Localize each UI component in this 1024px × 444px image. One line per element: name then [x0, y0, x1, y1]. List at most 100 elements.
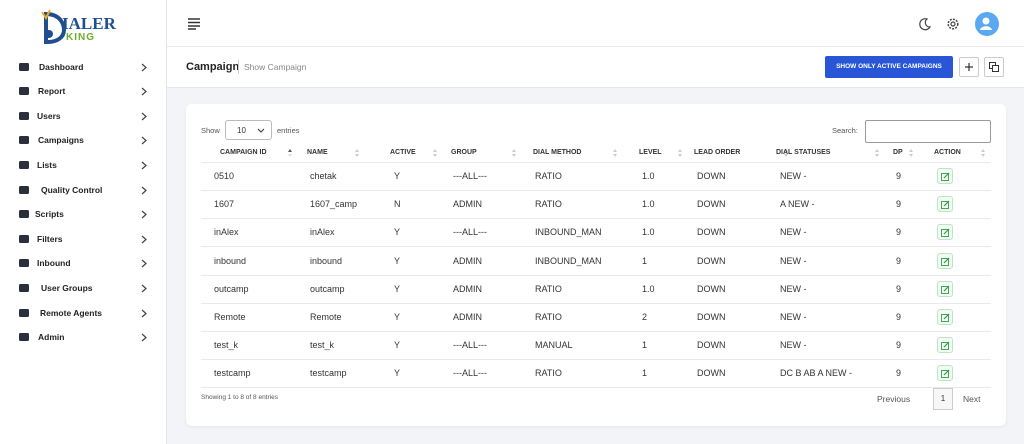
nav-label: Report	[38, 86, 66, 97]
pagination-button[interactable]: Next	[963, 394, 981, 404]
column-header[interactable]: LEAD ORDER	[694, 149, 741, 156]
page-length-select[interactable]: 10	[225, 120, 272, 140]
column-header[interactable]: DIAL STATUSES	[776, 149, 831, 156]
nav-item[interactable]: Dashboard	[0, 57, 166, 77]
select-caret	[257, 128, 265, 133]
column-header[interactable]: DIAL METHOD	[533, 149, 582, 156]
table-cell: Y	[394, 368, 401, 379]
column-header[interactable]: ACTIVE	[390, 149, 416, 156]
table-cell: NEW -	[780, 171, 807, 181]
column-header[interactable]: CAMPAIGN ID	[220, 149, 267, 156]
pagination-button[interactable]: Previous	[877, 394, 911, 404]
column-header[interactable]: ACTION	[934, 149, 961, 156]
nav-item[interactable]: Filters	[0, 229, 166, 249]
column-header[interactable]: LEVEL	[639, 149, 662, 156]
logo-subtext: KING	[66, 32, 95, 43]
search-input[interactable]	[865, 120, 991, 143]
table-cell: A NEW -	[780, 199, 815, 210]
nav-label: User Groups	[41, 282, 93, 293]
nav-item[interactable]: Quality Control	[0, 180, 166, 200]
table-cell: ---ALL---	[453, 171, 487, 181]
nav-chevron	[141, 210, 147, 219]
table-cell: DOWN	[697, 227, 726, 238]
nav-label: Scripts	[35, 209, 64, 220]
nav-label: Filters	[37, 233, 63, 244]
edit-icon	[941, 285, 950, 294]
nav-label: Users	[37, 110, 61, 121]
nav-item[interactable]: Report	[0, 81, 166, 101]
table-cell: Y	[394, 227, 401, 238]
table-cell: NEW -	[780, 255, 807, 266]
edit-icon	[941, 341, 950, 351]
nav-item[interactable]: Inbound	[0, 253, 166, 273]
table-cell: Y	[394, 283, 401, 294]
sort-icon	[355, 149, 359, 157]
table-cell: 9	[896, 368, 902, 379]
nav-item[interactable]: Admin	[0, 327, 166, 347]
nav-item[interactable]: Lists	[0, 155, 166, 175]
column-header[interactable]: GROUP	[451, 149, 477, 156]
table-cell: INBOUND_MAN	[535, 227, 602, 238]
theme-toggle[interactable]	[918, 17, 932, 31]
plus-icon	[965, 63, 973, 71]
table-cell: 1.0	[642, 199, 655, 210]
edit-button[interactable]	[937, 365, 953, 382]
edit-button[interactable]	[937, 309, 953, 325]
row-rule	[201, 331, 991, 332]
table-cell: DOWN	[697, 255, 726, 266]
nav-chevron	[141, 333, 147, 342]
add-button[interactable]	[959, 57, 979, 77]
table-cell: RATIO	[535, 312, 562, 322]
settings-button[interactable]	[946, 17, 960, 31]
nav-icon	[19, 308, 29, 317]
sort-icon	[512, 149, 516, 157]
table-cell: Remote	[214, 312, 246, 322]
menu-toggle[interactable]	[187, 18, 201, 30]
edit-button[interactable]	[937, 168, 953, 184]
edit-button[interactable]	[937, 196, 953, 213]
column-header[interactable]: NAME	[307, 149, 328, 156]
edit-button[interactable]	[937, 224, 953, 241]
campaign-table: CAMPAIGN ID NAME ACTIVE GROUP DIAL METHOD LEV…	[186, 104, 1006, 426]
nav-icon	[19, 87, 29, 96]
edit-button[interactable]	[937, 252, 953, 269]
table-cell: 1	[642, 340, 648, 351]
table-cell: DOWN	[697, 199, 726, 210]
user-avatar[interactable]	[975, 12, 999, 36]
nav-item[interactable]: User Groups	[0, 278, 166, 298]
table-cell: 9	[896, 199, 902, 210]
row-rule	[201, 359, 991, 361]
nav-item[interactable]: Remote Agents	[0, 303, 166, 323]
edit-button[interactable]	[937, 280, 953, 297]
copy-button[interactable]	[984, 57, 1004, 77]
nav-label: Lists	[37, 159, 57, 170]
active-campaigns-button[interactable]: SHOW ONLY ACTIVE CAMPAIGNS	[825, 56, 953, 78]
table-cell: 9	[896, 171, 902, 181]
pagination-button[interactable]: 1	[933, 388, 953, 410]
table-cell: NEW -	[780, 283, 807, 294]
table-cell: ADMIN	[453, 283, 482, 294]
table-cell: DOWN	[697, 312, 726, 322]
copy-icon	[989, 62, 999, 72]
edit-button[interactable]	[937, 337, 953, 354]
table-cell: 9	[896, 312, 902, 322]
table-cell: DOWN	[697, 171, 726, 181]
nav-icon	[19, 210, 29, 219]
nav-item[interactable]: Users	[0, 106, 166, 126]
nav-icon	[19, 234, 29, 243]
table-cell: test_k	[214, 340, 239, 351]
nav-chevron	[141, 87, 147, 96]
column-header[interactable]: DP	[893, 149, 903, 156]
nav-chevron	[141, 186, 147, 194]
sort-icon	[909, 149, 913, 157]
table-cell: RATIO	[535, 171, 562, 181]
nav-label: Campaigns	[38, 135, 84, 146]
search-label: Search:	[832, 126, 858, 135]
nav-item[interactable]: Scripts	[0, 204, 166, 224]
sort-icon	[784, 149, 788, 157]
nav-item[interactable]: Campaigns	[0, 130, 166, 150]
edit-icon	[941, 172, 950, 181]
nav-icon	[19, 333, 29, 342]
